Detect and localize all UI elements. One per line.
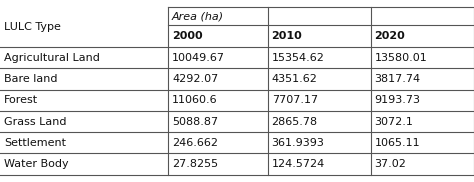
Text: 7707.17: 7707.17 [272,95,318,105]
Text: 246.662: 246.662 [172,138,218,148]
Text: 2020: 2020 [374,31,405,41]
Text: LULC Type: LULC Type [4,22,61,32]
Text: 3817.74: 3817.74 [374,74,420,84]
Text: 10049.67: 10049.67 [172,53,225,63]
Text: 124.5724: 124.5724 [272,159,325,169]
Text: 3072.1: 3072.1 [374,116,413,126]
Text: Forest: Forest [4,95,38,105]
Text: 2865.78: 2865.78 [272,116,318,126]
Text: 2010: 2010 [272,31,302,41]
Text: 1065.11: 1065.11 [374,138,420,148]
Text: Settlement: Settlement [4,138,66,148]
Text: Bare land: Bare land [4,74,57,84]
Text: 9193.73: 9193.73 [374,95,420,105]
Text: 5088.87: 5088.87 [172,116,218,126]
Text: 361.9393: 361.9393 [272,138,325,148]
Text: Water Body: Water Body [4,159,68,169]
Text: Agricultural Land: Agricultural Land [4,53,100,63]
Text: 4351.62: 4351.62 [272,74,318,84]
Text: 4292.07: 4292.07 [172,74,219,84]
Text: 13580.01: 13580.01 [374,53,427,63]
Text: 2000: 2000 [172,31,203,41]
Text: 11060.6: 11060.6 [172,95,218,105]
Text: Area (ha): Area (ha) [172,11,224,21]
Text: Grass Land: Grass Land [4,116,66,126]
Text: 37.02: 37.02 [374,159,406,169]
Text: 15354.62: 15354.62 [272,53,325,63]
Text: 27.8255: 27.8255 [172,159,218,169]
